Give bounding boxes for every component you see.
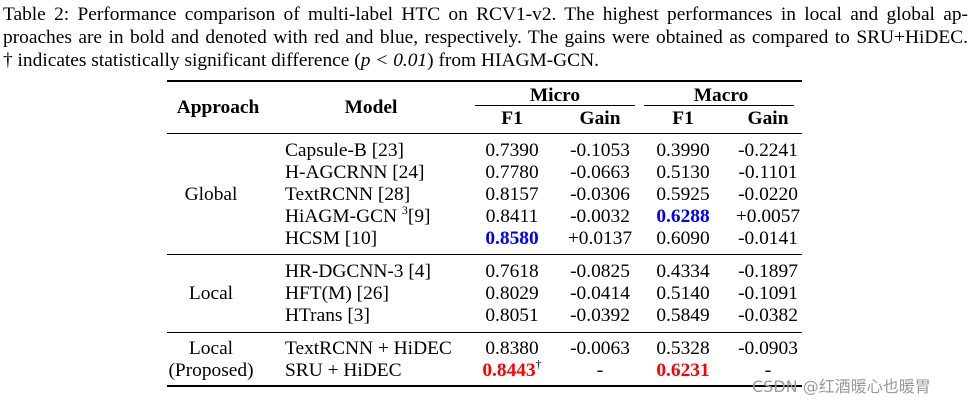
table-caption: Table 2: Performance comparison of multi… [3,3,968,72]
header-micro-gain: Gain [579,108,621,129]
caption-line-3-b: ) from HIAGM-GCN. [427,50,599,71]
macro-f1-cell: 0.5925 [656,184,710,205]
header-micro: Micro [529,85,581,106]
footnote-marker: 3 [401,203,408,217]
micro-f1-cell: 0.8029 [485,283,539,304]
model-cell: HTrans [3] [285,305,370,326]
approach-proposed-label: (Proposed) [168,360,254,381]
model-ref: [9] [407,206,431,227]
micro-gain-cell: -0.0063 [570,338,630,359]
micro-f1-cell: 0.7780 [485,162,539,183]
micro-f1-cell: 0.7390 [485,140,539,161]
micro-f1-cell-best-global: 0.8580 [485,228,539,249]
model-cell: HiAGM-GCN 3[9] [285,203,431,228]
caption-line-1: Table 2: Performance comparison of multi… [3,4,968,25]
model-cell: HR-DGCNN-3 [4] [285,261,431,282]
macro-f1-cell: 0.4334 [656,261,710,282]
micro-gain-cell: -0.0414 [570,283,630,304]
approach-local: Local [188,283,234,304]
significance-marker: † [535,357,542,371]
micro-f1-cell: 0.8051 [485,305,539,326]
watermark: CSDN @红酒暖心也暖胃 [752,377,931,396]
model-cell: SRU + HiDEC [285,360,402,381]
model-cell: TextRCNN [28] [285,184,411,205]
model-cell: H-AGCRNN [24] [285,162,425,183]
macro-gain-cell: -0.0382 [738,305,798,326]
macro-f1-cell: 0.6090 [656,228,710,249]
macro-gain-cell: -0.1101 [738,162,798,183]
micro-f1-cell: 0.8380 [485,338,539,359]
macro-gain-cell: -0.1897 [738,261,798,282]
micro-f1-cell-best-local: 0.8443† [482,357,542,382]
model-cell: TextRCNN + HiDEC [285,338,452,359]
macro-f1-cell: 0.5849 [656,305,710,326]
micro-f1-cell: 0.8157 [485,184,539,205]
header-micro-f1: F1 [501,108,523,129]
micro-gain-cell: -0.0825 [570,261,630,282]
micro-gain-cell: -0.0032 [570,206,630,227]
header-model: Model [344,97,398,118]
micro-gain-cell: -0.0306 [570,184,630,205]
macro-gain-cell: -0.0141 [738,228,798,249]
header-rule [167,133,802,134]
macro-gain-cell: +0.0057 [735,206,801,227]
micro-gain-cell: - [596,360,604,381]
model-cell: Capsule-B [23] [285,140,405,161]
macro-gain-cell: -0.2241 [738,140,798,161]
macro-f1-cell: 0.5140 [656,283,710,304]
micro-f1-cell: 0.8411 [485,206,539,227]
model-cell: HCSM [10] [285,228,378,249]
model-cell: HFT(M) [26] [285,283,389,304]
micro-gain-cell: -0.0663 [570,162,630,183]
header-macro-gain: Gain [747,108,789,129]
macro-f1-cell-best-global: 0.6288 [656,206,710,227]
macro-f1-cell: 0.5328 [656,338,710,359]
header-macro-f1: F1 [672,108,694,129]
micro-f1-value: 0.8443 [482,360,536,381]
micro-cmidrule [475,105,635,106]
macro-f1-cell-best-local: 0.6231 [656,360,710,381]
group-rule-1 [167,254,802,255]
approach-local-proposed: Local [188,338,234,359]
model-name: HiAGM-GCN [285,206,398,227]
header-macro: Macro [693,85,749,106]
micro-gain-cell: -0.1053 [570,140,630,161]
group-rule-2 [167,332,802,333]
macro-f1-cell: 0.3990 [656,140,710,161]
macro-gain-cell: - [764,360,772,381]
bottom-rule [167,385,802,387]
macro-gain-cell: -0.0903 [738,338,798,359]
caption-math: p < 0.01 [360,50,428,71]
caption-line-3-a: † indicates statistically significant di… [3,50,361,71]
approach-global: Global [184,184,238,205]
micro-gain-cell: +0.0137 [567,228,633,249]
macro-gain-cell: -0.1091 [738,283,798,304]
macro-f1-cell: 0.5130 [656,162,710,183]
macro-gain-cell: -0.0220 [738,184,798,205]
header-approach: Approach [176,97,260,118]
micro-gain-cell: -0.0392 [570,305,630,326]
caption-line-2: proaches are in bold and denoted with re… [3,27,968,48]
top-rule [167,80,802,82]
macro-cmidrule [644,105,794,106]
caption-line-3: † indicates statistically significant di… [3,49,968,72]
micro-f1-cell: 0.7618 [485,261,539,282]
